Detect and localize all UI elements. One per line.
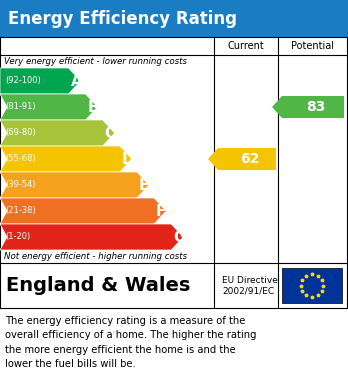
- Bar: [282, 268, 342, 303]
- Text: C: C: [105, 126, 116, 140]
- Bar: [0, 0, 348, 37]
- Text: (39-54): (39-54): [5, 181, 35, 190]
- Polygon shape: [0, 68, 80, 94]
- Text: (55-68): (55-68): [5, 154, 36, 163]
- Text: England & Wales: England & Wales: [6, 276, 190, 295]
- Text: Potential: Potential: [292, 41, 334, 51]
- Text: Not energy efficient - higher running costs: Not energy efficient - higher running co…: [4, 252, 187, 261]
- Text: A: A: [71, 74, 82, 88]
- Text: 83: 83: [306, 100, 326, 114]
- Text: EU Directive
2002/91/EC: EU Directive 2002/91/EC: [222, 276, 278, 295]
- Text: (81-91): (81-91): [5, 102, 35, 111]
- Text: (69-80): (69-80): [5, 129, 36, 138]
- Polygon shape: [0, 198, 166, 224]
- Text: The energy efficiency rating is a measure of the
overall efficiency of a home. T: The energy efficiency rating is a measur…: [5, 316, 256, 369]
- Polygon shape: [0, 120, 115, 146]
- Polygon shape: [0, 224, 183, 250]
- Text: G: G: [173, 230, 186, 244]
- Text: (21-38): (21-38): [5, 206, 36, 215]
- Polygon shape: [272, 96, 344, 118]
- Text: Current: Current: [228, 41, 264, 51]
- Text: F: F: [156, 203, 166, 219]
- Polygon shape: [208, 148, 276, 170]
- Text: E: E: [139, 178, 149, 192]
- Text: (92-100): (92-100): [5, 77, 41, 86]
- Text: 62: 62: [240, 152, 260, 166]
- Polygon shape: [0, 172, 149, 198]
- Polygon shape: [0, 94, 97, 120]
- Text: D: D: [122, 151, 134, 167]
- Text: B: B: [88, 99, 99, 115]
- Text: Very energy efficient - lower running costs: Very energy efficient - lower running co…: [4, 57, 187, 66]
- Text: Energy Efficiency Rating: Energy Efficiency Rating: [8, 9, 237, 27]
- Text: (1-20): (1-20): [5, 233, 30, 242]
- Polygon shape: [0, 146, 132, 172]
